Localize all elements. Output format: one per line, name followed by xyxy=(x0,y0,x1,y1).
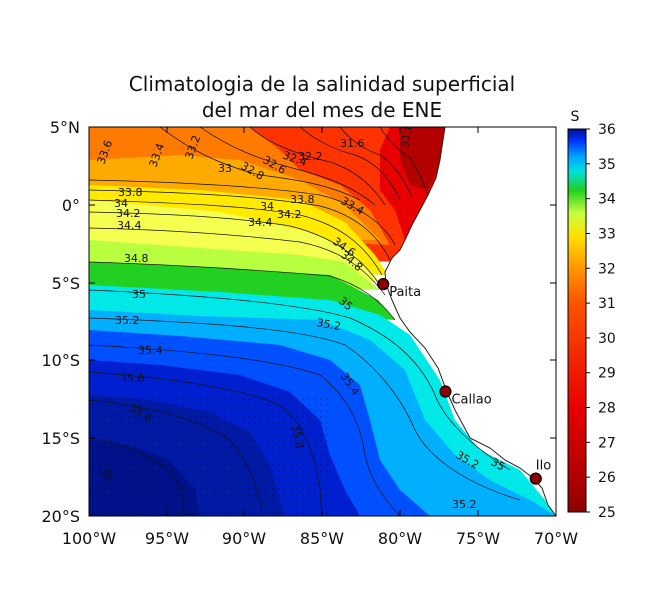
contour-label: 34.4 xyxy=(117,219,142,232)
port-label-callao: Callao xyxy=(451,393,491,408)
lat-tick-label: 0° xyxy=(62,196,80,215)
contour-label: 35 xyxy=(132,288,146,301)
lon-tick-label: 100°W xyxy=(62,529,117,548)
band-dark-north xyxy=(400,127,445,190)
lon-tick-label: 90°W xyxy=(222,529,266,548)
lon-tick-label: 95°W xyxy=(145,529,189,548)
port-marker-callao xyxy=(439,385,452,398)
lon-tick-label: 75°W xyxy=(456,529,500,548)
contour-label: 34.2 xyxy=(116,207,141,220)
lon-tick-label: 85°W xyxy=(300,529,344,548)
colorbar-tick-label: 26 xyxy=(598,470,616,486)
map-title-line1: Climatologia de la salinidad superficial xyxy=(129,72,515,96)
contour-label: 34 xyxy=(114,197,128,210)
contour-label: 35 xyxy=(489,455,508,473)
colorbar-tick-label: 27 xyxy=(598,435,616,451)
lon-tick-label: 80°W xyxy=(378,529,422,548)
lon-tick-labels: 100°W 95°W 90°W 85°W 80°W 75°W 70°W xyxy=(62,529,578,548)
map-title-line2: del mar del mes de ENE xyxy=(202,98,442,122)
ports-layer: Paita Callao Ilo xyxy=(377,278,551,485)
colorbar-tick-label: 29 xyxy=(598,366,616,382)
lat-tick-label: 5°S xyxy=(52,274,80,293)
map-plot-area: 33.6 33.4 33.2 33 32.8 32.6 32.4 32.2 31… xyxy=(89,122,556,516)
contour-label: 31.8 xyxy=(398,122,415,148)
stipple-high-salinity xyxy=(89,395,329,516)
contour-label: 35.2 xyxy=(315,316,341,333)
colorbar-gradient xyxy=(567,128,587,513)
lat-axis xyxy=(89,126,556,517)
lat-tick-label: 10°S xyxy=(41,351,80,370)
contour-label: 33.8 xyxy=(118,186,143,199)
lat-tick-label: 20°S xyxy=(41,507,80,526)
contour-label: 33.8 xyxy=(290,193,315,206)
colorbar-tick-label: 25 xyxy=(598,505,616,521)
contour-label: 31.6 xyxy=(340,137,365,150)
contour-label: 34.2 xyxy=(277,208,302,221)
contour-label: 34 xyxy=(260,200,274,213)
colorbar: S 36 35 34 33 32 31 30 29 28 27 26 25 xyxy=(567,109,616,521)
port-label-paita: Paita xyxy=(389,285,421,300)
colorbar-tick-label: 31 xyxy=(598,296,616,312)
contour-label: 35.2 xyxy=(452,498,477,511)
port-marker-paita xyxy=(377,278,390,291)
contour-label: 33 xyxy=(218,162,232,175)
lat-tick-labels: 5°N 0° 5°S 10°S 15°S 20°S xyxy=(41,118,80,526)
colorbar-tick-label: 34 xyxy=(598,192,616,208)
colorbar-label: S xyxy=(571,109,580,125)
contour-label: 35.4 xyxy=(138,344,163,357)
contour-label: 34.8 xyxy=(124,252,149,265)
contour-label: 35.2 xyxy=(115,314,140,327)
port-marker-ilo xyxy=(529,472,542,485)
contour-label: 34.4 xyxy=(248,216,273,229)
contour-label: 35.8 xyxy=(289,423,306,449)
contour-label: 35.6 xyxy=(120,372,145,385)
colorbar-tick-label: 30 xyxy=(598,331,616,347)
colorbar-tick-label: 32 xyxy=(598,261,616,277)
lat-tick-label: 5°N xyxy=(50,118,80,137)
colorbar-tick-label: 33 xyxy=(598,226,616,242)
colorbar-tick-label: 28 xyxy=(598,401,616,417)
colorbar-ticks: 36 35 34 33 32 31 30 29 28 27 26 25 xyxy=(586,122,616,521)
contour-label: 32.2 xyxy=(298,150,323,163)
colorbar-tick-label: 35 xyxy=(598,157,616,173)
lon-tick-label: 70°W xyxy=(534,529,578,548)
colorbar-tick-label: 36 xyxy=(598,122,616,138)
port-label-ilo: Ilo xyxy=(536,459,551,474)
contour-lines xyxy=(89,127,521,516)
contour-label: 36 xyxy=(97,465,115,484)
lon-axis xyxy=(88,127,557,516)
lat-tick-label: 15°S xyxy=(41,429,80,448)
